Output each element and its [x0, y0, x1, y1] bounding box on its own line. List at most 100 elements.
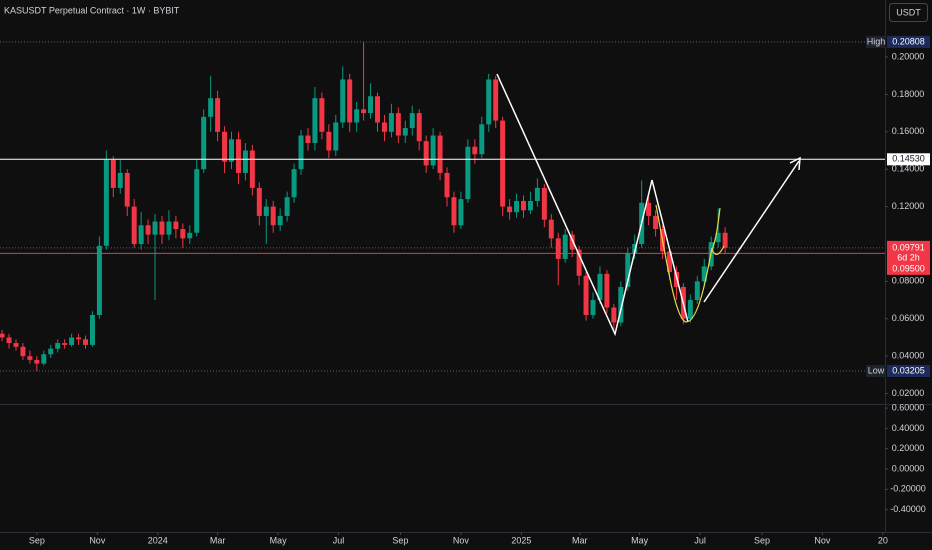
currency-button[interactable] [889, 3, 928, 22]
candle-body [180, 229, 186, 239]
candle-body [62, 343, 68, 345]
x-tick-label: Mar [210, 535, 226, 545]
candle-body [333, 122, 339, 151]
candle-body [319, 98, 325, 132]
candle-body [291, 169, 297, 198]
drawings [496, 73, 801, 337]
candle-body [673, 272, 679, 287]
candle-body [194, 169, 200, 233]
candle-body [152, 221, 158, 235]
candle-body [395, 113, 401, 136]
candle-body [48, 348, 54, 355]
candle-body [430, 135, 436, 166]
candle-body [201, 116, 207, 170]
y-tick-label: 0.02000 [892, 388, 925, 398]
y-tick-label: 0.04000 [892, 351, 925, 361]
extreme-value-box [887, 365, 930, 378]
x-tick-label: May [631, 535, 649, 545]
candle-body [451, 197, 457, 226]
candle-body [597, 273, 603, 301]
extreme-tag: Low [868, 365, 885, 375]
x-tick-label: Jul [333, 535, 345, 545]
handle-curve [711, 207, 725, 255]
candle-body [618, 286, 624, 323]
candle-body [465, 146, 471, 200]
candle-body [590, 300, 596, 316]
candle-body [270, 206, 276, 226]
candle-body [632, 243, 638, 254]
candle-body [305, 135, 311, 144]
candle-body [687, 300, 693, 319]
candle-body [222, 131, 228, 162]
candle-body [263, 206, 269, 216]
candle-body [166, 221, 172, 235]
candle-body [27, 356, 33, 360]
arrow-head [789, 156, 801, 171]
candle-body [576, 249, 582, 276]
candle-body [41, 354, 47, 364]
x-tick-label: Sep [392, 535, 408, 545]
candle-body [83, 339, 89, 345]
candle-body [145, 225, 151, 235]
y-tick-label: 0.06000 [892, 313, 925, 323]
y2-tick-label: 0.60000 [892, 402, 925, 412]
candle-body [555, 238, 561, 259]
candle-body [611, 307, 617, 323]
candle-body [340, 79, 346, 123]
candle-body [437, 135, 443, 173]
candle-body [409, 113, 415, 129]
candle-body [55, 343, 61, 349]
candle-body [694, 281, 700, 301]
candle-body [583, 275, 589, 316]
candle-body [256, 187, 262, 216]
line-value: 0.14530 [892, 154, 925, 164]
y2-tick-label: 0.00000 [892, 463, 925, 473]
candle-body [444, 172, 450, 198]
candle-body [534, 187, 540, 201]
candle-body [347, 79, 353, 123]
candle-body [34, 359, 40, 364]
candle-body [500, 120, 506, 207]
candle-body [402, 128, 408, 136]
axis-labels: 0.02000 0.04000 0.06000 0.08000 0.12000 0.140… [29, 35, 930, 545]
extreme-value: 0.20808 [892, 36, 925, 46]
candle-body [326, 131, 332, 151]
candle-body [242, 150, 248, 173]
candle-body [472, 146, 478, 155]
candle-body [653, 215, 659, 230]
candle-body [96, 245, 102, 316]
extreme-tag-box [866, 35, 886, 48]
candle-body [520, 200, 526, 211]
candle-body [625, 253, 631, 287]
y-tick-label: 0.08000 [892, 276, 925, 286]
candle-body [124, 172, 130, 207]
candle-body [208, 98, 214, 117]
candle-body [138, 225, 144, 244]
y-tick-label: 0.16000 [892, 126, 925, 136]
cup-curve [655, 204, 713, 323]
candle-body [527, 200, 533, 211]
candle-body [249, 150, 255, 188]
candle-body [13, 343, 19, 347]
candle-body [374, 96, 380, 123]
candle-body [416, 113, 422, 142]
candle-body [20, 346, 26, 357]
candle-body [312, 98, 318, 144]
line-value-box [887, 153, 930, 166]
line-value: 0.09500 [892, 263, 925, 273]
x-tick-label: Mar [572, 535, 588, 545]
y2-tick-label: -0.20000 [890, 484, 926, 494]
candle-body [298, 135, 304, 170]
candle-body [486, 79, 492, 125]
extreme-tag-box [866, 365, 886, 378]
candle-body [548, 219, 554, 239]
candle-body [569, 234, 575, 250]
candle-body [215, 98, 221, 132]
currency-button-label[interactable]: USDT [896, 7, 921, 17]
candle-body [701, 266, 707, 282]
y2-tick-label: -0.40000 [890, 504, 926, 514]
chart-title: KASUSDT Perpetual Contract · 1W · BYBIT [4, 5, 180, 15]
x-tick-label: 2024 [148, 535, 168, 545]
candle-body [159, 221, 165, 235]
